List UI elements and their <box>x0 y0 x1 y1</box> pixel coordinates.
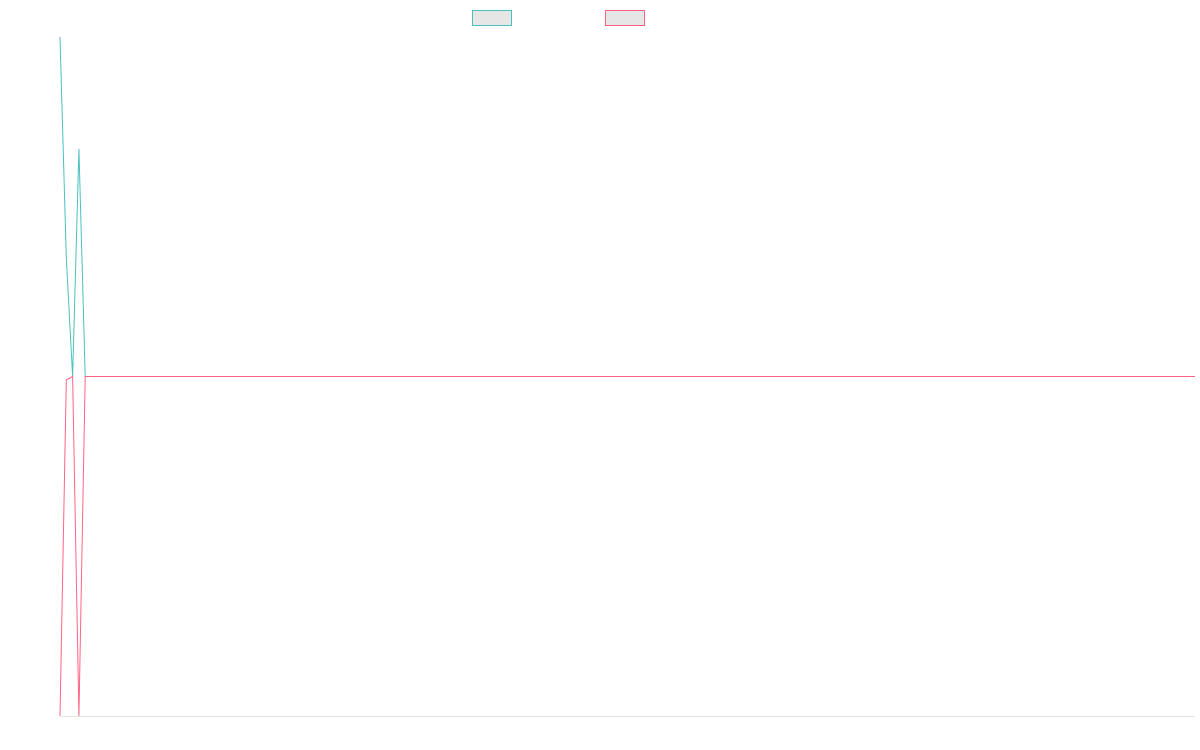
legend[interactable] <box>472 10 645 26</box>
series-line-1 <box>59 36 1195 377</box>
legend-swatch-2[interactable] <box>605 10 645 26</box>
series-line-2 <box>59 375 1195 717</box>
series-layer <box>59 36 1195 717</box>
legend-item-2[interactable] <box>605 10 645 26</box>
legend-swatch-1[interactable] <box>472 10 512 26</box>
legend-item-1[interactable] <box>472 10 512 26</box>
